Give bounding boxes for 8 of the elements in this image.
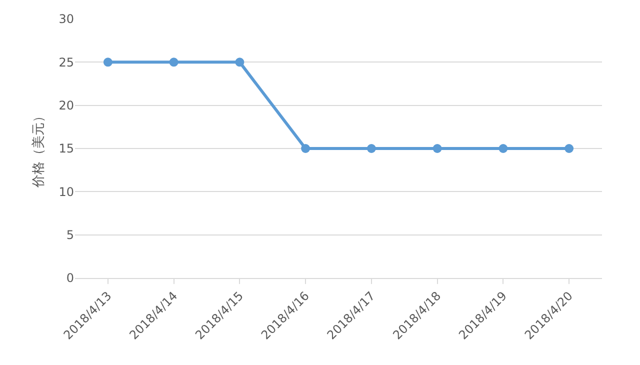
y-tick-label: 0 (66, 271, 74, 286)
y-tick-label: 10 (58, 184, 74, 199)
y-axis-title: 价格（美元） (30, 110, 47, 188)
y-tick-label: 5 (66, 228, 74, 242)
y-tick-label: 30 (58, 12, 74, 26)
y-tick-label: 25 (58, 55, 74, 70)
y-tick-label: 15 (58, 142, 74, 156)
y-tick-label: 20 (58, 98, 74, 113)
